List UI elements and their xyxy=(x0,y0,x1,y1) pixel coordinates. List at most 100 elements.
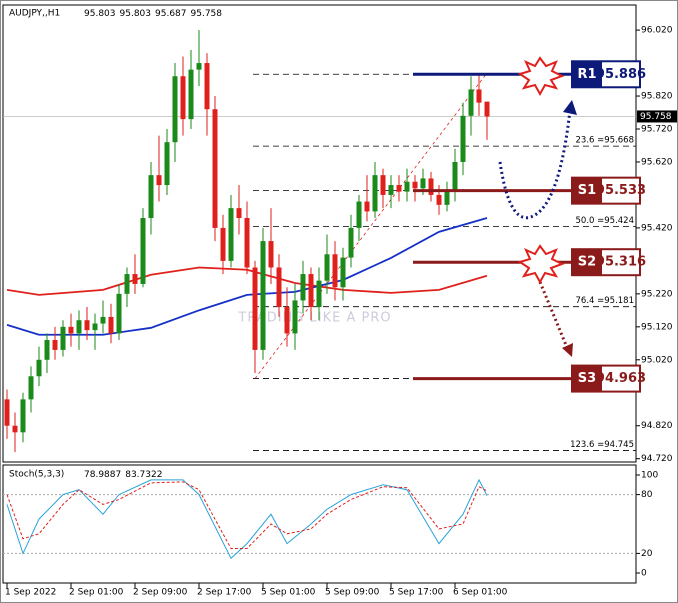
candle-body xyxy=(388,185,394,195)
y-tick-label: 95.120 xyxy=(641,322,673,332)
stoch-tick-label: 100 xyxy=(641,471,658,481)
watermark: TRADING LIKE A PRO xyxy=(237,311,391,326)
candle-body xyxy=(292,300,298,334)
candle-body xyxy=(420,178,426,189)
candle-body xyxy=(116,293,122,334)
candle-body xyxy=(244,218,250,268)
candle-body xyxy=(180,76,186,120)
y-tick-label: 95.220 xyxy=(641,289,673,299)
candle-body xyxy=(92,323,98,331)
fib-label: 23.6 =95.668 xyxy=(576,136,635,146)
x-tick-label: 1 Sep 2022 xyxy=(5,588,56,598)
x-tick-label: 5 Sep 01:00 xyxy=(261,588,316,598)
candle-body xyxy=(436,194,442,205)
candle-body xyxy=(124,274,130,294)
stoch-values: 78.9887 83.7322 xyxy=(84,470,162,480)
price-label: 95.758 xyxy=(640,112,672,122)
candle-body xyxy=(212,109,218,228)
level-value: 95.316 xyxy=(596,255,646,270)
level-value: 95.886 xyxy=(596,67,646,82)
candle-body xyxy=(380,175,386,195)
candle-body xyxy=(300,274,306,301)
header-low: 95.687 xyxy=(155,9,187,19)
level-tag xyxy=(572,61,602,88)
candle-body xyxy=(44,340,50,360)
stoch-tick-label: 80 xyxy=(641,490,653,500)
x-tick-label: 2 Sep 01:00 xyxy=(69,588,124,598)
candle-body xyxy=(20,399,26,433)
x-tick-label: 2 Sep 17:00 xyxy=(197,588,252,598)
candle-body xyxy=(148,175,154,219)
candle-body xyxy=(412,181,418,189)
stoch-title: Stoch(5,3,3) xyxy=(9,470,64,480)
candle-body xyxy=(340,257,346,288)
arrow-head xyxy=(563,100,577,115)
x-tick-label: 6 Sep 01:00 xyxy=(453,588,508,598)
header-open: 95.803 xyxy=(84,9,116,19)
candle-body xyxy=(452,161,458,192)
stoch-panel xyxy=(2,464,637,584)
candle-body xyxy=(364,201,370,212)
fib-trend xyxy=(254,74,487,379)
y-tick-label: 95.620 xyxy=(641,157,673,167)
y-tick-label: 95.720 xyxy=(641,125,673,135)
candle-body xyxy=(356,201,362,228)
level-name: S2 xyxy=(578,255,596,270)
candle-body xyxy=(228,208,234,261)
candle-body xyxy=(36,359,42,377)
level-value: 95.533 xyxy=(596,183,646,198)
candle-body xyxy=(236,208,242,219)
candle-body xyxy=(108,316,114,334)
stoch-line xyxy=(6,478,488,560)
header-close: 95.758 xyxy=(191,9,223,19)
candle-body xyxy=(60,326,66,350)
candle-body xyxy=(28,376,34,400)
candle-body xyxy=(468,89,474,116)
y-tick-label: 95.820 xyxy=(641,92,673,102)
candle-body xyxy=(4,399,10,426)
candle-body xyxy=(348,227,354,258)
fib-label: 50.0 =95.424 xyxy=(576,216,635,226)
x-tick-label: 5 Sep 09:00 xyxy=(325,588,380,598)
candle-body xyxy=(68,326,74,334)
symbol: AUDJPY,,H1 xyxy=(9,9,60,19)
level-name: S1 xyxy=(578,183,596,198)
stoch-line xyxy=(6,481,488,549)
up-arrow xyxy=(498,109,572,220)
candle-body xyxy=(132,274,138,284)
candle-body xyxy=(484,101,490,117)
stoch-value: 83.7322 xyxy=(125,470,162,480)
ohlc-header: 95.803 95.803 95.687 95.758 xyxy=(84,9,222,19)
candle-body xyxy=(100,316,106,324)
candle-body xyxy=(140,218,146,284)
candle-body xyxy=(84,320,90,331)
header-high: 95.803 xyxy=(120,9,152,19)
y-tick-label: 95.020 xyxy=(641,355,673,365)
candle-body xyxy=(404,181,410,192)
y-tick-label: 94.720 xyxy=(641,454,673,464)
candle-body xyxy=(316,280,322,308)
candle-body xyxy=(284,307,290,334)
candle-body xyxy=(460,115,466,162)
candle-body xyxy=(308,274,314,308)
x-tick-label: 2 Sep 09:00 xyxy=(133,588,188,598)
candle-body xyxy=(188,69,194,120)
starburst xyxy=(517,244,565,285)
candle-body xyxy=(220,227,226,261)
moving-average xyxy=(6,217,488,336)
candle-body xyxy=(52,340,58,350)
fib-label: 76.4 =95.181 xyxy=(576,296,635,306)
level-name: S3 xyxy=(578,371,596,386)
candle-body xyxy=(172,76,178,143)
starburst xyxy=(517,56,565,97)
candle-body xyxy=(252,267,258,350)
candle-body xyxy=(444,191,450,205)
stoch-value: 78.9887 xyxy=(84,470,121,480)
candle-body xyxy=(324,254,330,281)
candle-body xyxy=(476,89,482,103)
candle-body xyxy=(260,241,266,350)
candle-body xyxy=(12,425,18,433)
candle-body xyxy=(76,320,82,334)
candle-body xyxy=(332,254,338,288)
